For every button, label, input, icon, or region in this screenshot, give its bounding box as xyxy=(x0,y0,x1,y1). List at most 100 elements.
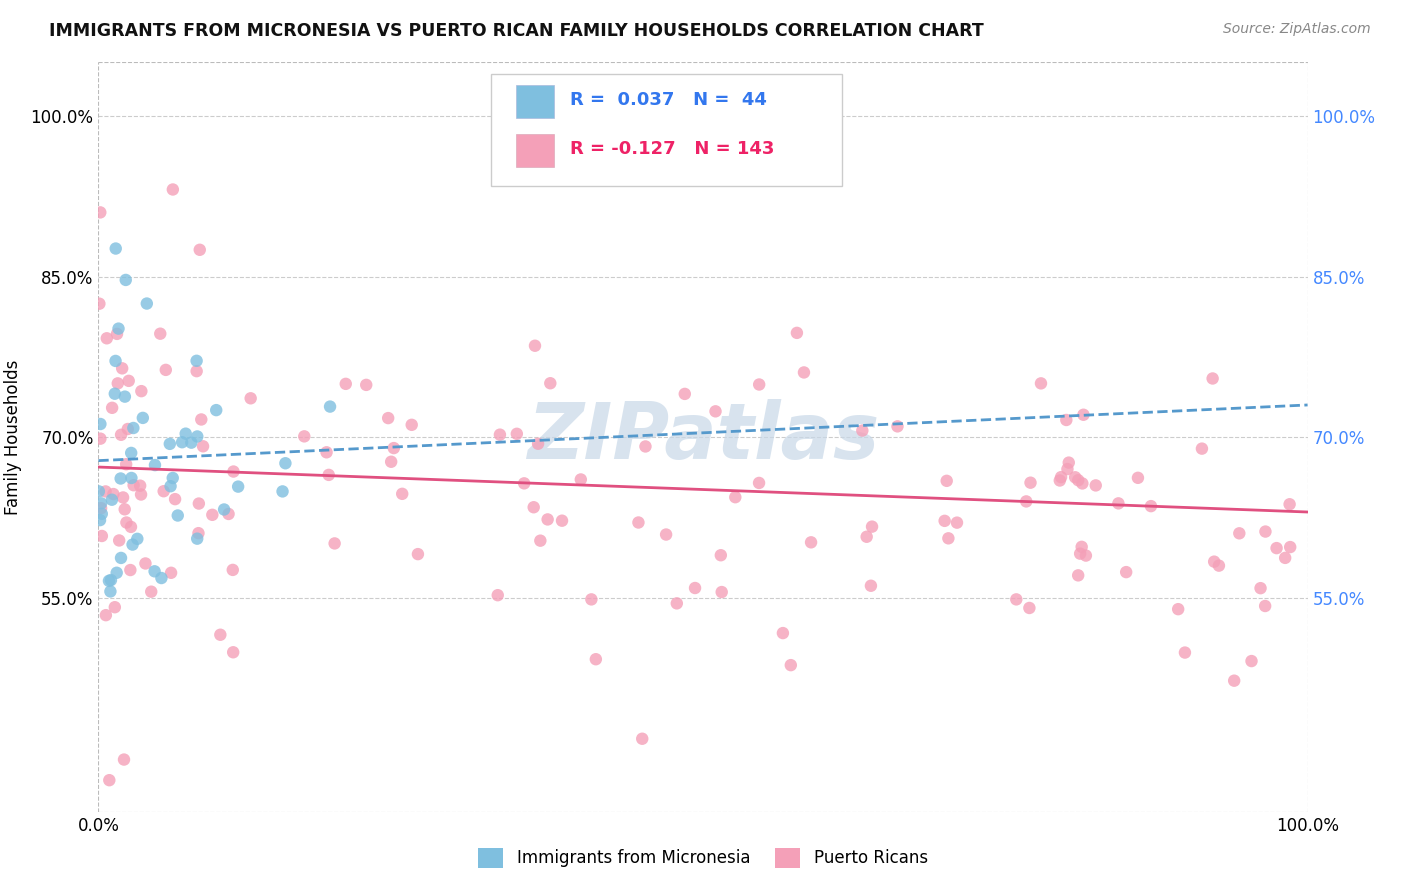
Point xyxy=(100,573,122,587)
Point xyxy=(104,386,127,401)
Point xyxy=(673,387,696,401)
Point xyxy=(120,520,142,534)
Point xyxy=(1057,456,1080,470)
Point xyxy=(319,400,342,414)
Point xyxy=(115,457,138,471)
Point xyxy=(1029,376,1052,391)
Point xyxy=(1279,540,1302,554)
Point xyxy=(551,514,574,528)
Point xyxy=(1115,565,1137,579)
Point xyxy=(108,533,131,548)
Point xyxy=(201,508,224,522)
Point xyxy=(523,500,546,515)
Point xyxy=(129,478,152,492)
Point xyxy=(631,731,654,746)
Point xyxy=(222,563,245,577)
Point xyxy=(748,475,770,490)
Point xyxy=(101,492,124,507)
Point xyxy=(934,514,956,528)
Point xyxy=(1073,408,1095,422)
Point xyxy=(786,326,808,340)
Point xyxy=(186,532,208,546)
Point xyxy=(1274,550,1296,565)
Point xyxy=(131,384,153,399)
Point xyxy=(112,753,135,767)
Point xyxy=(569,473,592,487)
Point xyxy=(89,296,111,310)
Point xyxy=(323,536,346,550)
Point xyxy=(114,390,136,404)
Point xyxy=(1005,592,1028,607)
Point xyxy=(134,557,156,571)
Point xyxy=(1084,478,1107,492)
Point xyxy=(188,243,211,257)
Point xyxy=(380,455,402,469)
Point xyxy=(107,376,129,391)
Point xyxy=(748,377,770,392)
Point xyxy=(222,465,245,479)
Point xyxy=(120,563,142,577)
Point xyxy=(724,490,747,504)
Point xyxy=(859,579,882,593)
Point xyxy=(104,242,127,256)
Point xyxy=(180,435,202,450)
Point xyxy=(800,535,823,549)
Text: R =  0.037   N =  44: R = 0.037 N = 44 xyxy=(569,91,766,109)
Legend: Immigrants from Micronesia, Puerto Ricans: Immigrants from Micronesia, Puerto Rican… xyxy=(471,841,935,874)
FancyBboxPatch shape xyxy=(516,85,554,118)
Point xyxy=(1174,646,1197,660)
Point xyxy=(538,376,561,391)
Text: R = -0.127   N = 143: R = -0.127 N = 143 xyxy=(569,140,775,159)
Point xyxy=(186,364,208,378)
Point xyxy=(100,584,122,599)
Point xyxy=(143,564,166,578)
Point xyxy=(121,538,143,552)
Point xyxy=(1069,547,1091,561)
Point xyxy=(90,496,112,510)
Point xyxy=(105,566,128,580)
Point xyxy=(94,484,117,499)
Point xyxy=(104,600,127,615)
Point xyxy=(513,476,536,491)
Point xyxy=(135,296,157,310)
Point xyxy=(96,331,118,345)
Point xyxy=(104,354,127,368)
Point xyxy=(938,531,960,545)
Point xyxy=(90,529,112,543)
Point xyxy=(1064,470,1087,484)
Point xyxy=(1167,602,1189,616)
Point xyxy=(710,548,733,562)
Point xyxy=(377,411,399,425)
Point xyxy=(1071,476,1094,491)
Point xyxy=(103,487,125,501)
Point xyxy=(112,491,135,505)
Point xyxy=(226,480,249,494)
Point xyxy=(382,441,405,455)
Point xyxy=(665,596,688,610)
Point xyxy=(155,363,177,377)
Point xyxy=(274,456,297,470)
Point xyxy=(935,474,957,488)
Point xyxy=(143,458,166,472)
Text: IMMIGRANTS FROM MICRONESIA VS PUERTO RICAN FAMILY HOUSEHOLDS CORRELATION CHART: IMMIGRANTS FROM MICRONESIA VS PUERTO RIC… xyxy=(49,22,984,40)
Point xyxy=(506,426,529,441)
Point xyxy=(107,321,129,335)
Point xyxy=(110,550,132,565)
Point xyxy=(187,526,209,541)
Point xyxy=(1191,442,1213,456)
Point xyxy=(111,361,134,376)
Point xyxy=(401,417,423,432)
Point xyxy=(1070,540,1092,554)
Point xyxy=(1056,462,1078,476)
Point xyxy=(101,401,124,415)
Point xyxy=(90,507,112,521)
Point xyxy=(159,437,181,451)
Point xyxy=(94,608,117,623)
Point xyxy=(90,501,112,516)
Text: ZIPatlas: ZIPatlas xyxy=(527,399,879,475)
Point xyxy=(162,471,184,485)
Point xyxy=(855,530,877,544)
Point xyxy=(205,403,228,417)
Point xyxy=(581,592,603,607)
Point xyxy=(114,273,136,287)
